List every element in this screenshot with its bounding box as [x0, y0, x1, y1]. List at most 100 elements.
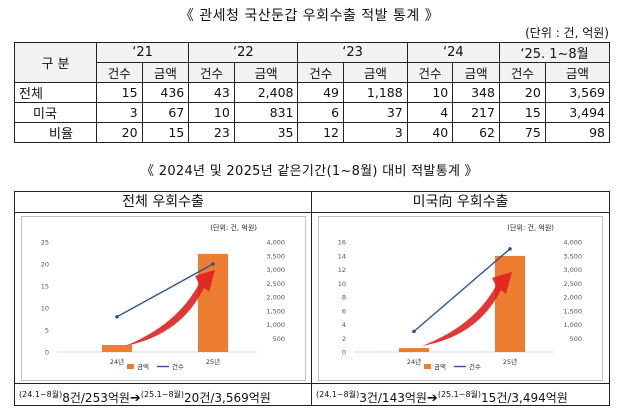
table-cell: 35 [233, 122, 299, 143]
table-cell: 6 [297, 102, 345, 123]
arrow-icon: ➔ [426, 391, 438, 406]
table-corner: 구 분 [14, 42, 97, 83]
table-cell: 3,494 [544, 102, 611, 123]
table-subheader-row: 건수 금액 건수 금액 건수 금액 건수 금액 건수 금액 [15, 62, 611, 83]
chart-panels: 전체 우회수출 (단위: 건, 억원) 0 5 10 15 20 25 500 1,000 1,5… [14, 191, 610, 406]
trend-arrow-icon [422, 271, 512, 346]
right-tick-label: 500 [273, 335, 285, 343]
chart-unit-label: (단위: 건, 억원) [210, 223, 257, 232]
panel-total: 전체 우회수출 (단위: 건, 억원) 0 5 10 15 20 25 500 1,000 1,5… [15, 192, 312, 406]
table-row: 전체 15 436 43 2,408 49 1,188 10 348 20 3,… [14, 82, 611, 103]
left-tick-label: 0 [342, 349, 346, 357]
category-label: 24년 [110, 357, 124, 366]
unit-label: (단위 : 건, 억원) [525, 26, 609, 40]
bar [495, 255, 525, 352]
bar [399, 348, 429, 352]
right-tick-label: 3,500 [563, 252, 582, 260]
panel-header: 전체 우회수출 [15, 192, 311, 213]
row-label: 전체 [14, 82, 97, 103]
col-count: 건수 [96, 62, 143, 83]
legend-label: 건수 [469, 362, 481, 371]
right-tick-label: 500 [570, 335, 582, 343]
col-count: 건수 [498, 62, 546, 83]
right-tick-label: 1,500 [563, 307, 582, 315]
main-title: 《 관세청 국산둔갑 우회수출 적발 통계 》 [179, 8, 440, 24]
table-row: 비율 20 15 23 35 12 3 40 62 75 98 [14, 122, 611, 143]
col-count: 건수 [188, 62, 235, 83]
col-amount: 금액 [141, 62, 190, 83]
legend-swatch-bar [424, 364, 431, 369]
table-cell: 3 [96, 102, 143, 123]
left-tick-label: 20 [41, 261, 49, 269]
table-row: 미국 3 67 10 831 6 37 4 217 15 3,494 [14, 102, 611, 123]
panel-us: 미국向 우회수출 (단위: 건, 억원) 0 2 4 6 8 10 12 14 16 500 1,00… [312, 192, 609, 406]
table-header-row: 구 분 ‘21 ‘22 ‘23 ‘24 ‘25. 1~8월 [14, 42, 611, 83]
compare-title: 《 2024년 및 2025년 같은기간(1~8월) 대비 적발통계 》 [141, 164, 478, 179]
category-label: 24년 [407, 357, 421, 366]
chart-us-svg: (단위: 건, 억원) 0 2 4 6 8 10 12 14 16 500 1,000 1,500 2,0… [318, 216, 603, 381]
table-cell: 3 [343, 122, 408, 143]
left-tick-label: 14 [338, 252, 346, 260]
panel-header: 미국向 우회수출 [312, 192, 609, 213]
row-label: 비율 [14, 122, 97, 143]
chart-total: (단위: 건, 억원) 0 5 10 15 20 25 500 1,000 1,500 2,000 2… [21, 216, 306, 381]
table-cell: 348 [452, 82, 500, 103]
col-amount: 금액 [452, 62, 500, 83]
left-tick-label: 6 [342, 307, 346, 315]
arrow-icon: ➔ [129, 391, 141, 406]
year-header: ‘22 [188, 42, 299, 63]
table-cell: 2,408 [233, 82, 299, 103]
right-tick-label: 2,000 [563, 294, 582, 302]
right-tick-label: 1,500 [266, 307, 285, 315]
bar [198, 253, 228, 352]
period-label: (24.1~8월) [19, 390, 63, 399]
col-amount: 금액 [343, 62, 408, 83]
table-cell: 4 [406, 102, 454, 123]
left-tick-label: 10 [338, 280, 346, 288]
right-tick-label: 4,000 [563, 239, 582, 247]
table-cell: 98 [544, 122, 611, 143]
row-label: 미국 [14, 102, 97, 123]
panel-footer: (24.1~8월)8건/253억원➔(25.1~8월)20건/3,569억원 [15, 383, 312, 406]
chart-unit-label: (단위: 건, 억원) [507, 223, 554, 232]
trend-arrow-icon [125, 269, 215, 346]
right-tick-label: 1,000 [563, 321, 582, 329]
table-cell: 75 [498, 122, 546, 143]
right-tick-label: 3,000 [266, 266, 285, 274]
line-point [508, 247, 512, 251]
left-tick-label: 12 [338, 266, 346, 274]
left-tick-label: 10 [41, 305, 49, 313]
right-tick-label: 2,000 [266, 294, 285, 302]
left-tick-label: 15 [41, 283, 49, 291]
table-cell: 436 [141, 82, 190, 103]
table-cell: 3,569 [544, 82, 611, 103]
table-cell: 43 [188, 82, 235, 103]
legend-label: 금액 [137, 363, 149, 371]
table-cell: 67 [141, 102, 190, 123]
panel-footer: (24.1~8월)3건/143억원➔(25.1~8월)15건/3,494억원 [312, 383, 609, 406]
category-label: 25년 [206, 357, 220, 366]
period-label: (24.1~8월) [316, 390, 360, 399]
stats-table: 구 분 ‘21 ‘22 ‘23 ‘24 ‘25. 1~8월 건수 금액 건수 금… [14, 42, 611, 143]
table-cell: 10 [406, 82, 454, 103]
line-series [413, 248, 511, 332]
table-cell: 37 [343, 102, 408, 123]
year-header: ‘25. 1~8월 [498, 42, 611, 63]
col-amount: 금액 [233, 62, 299, 83]
right-tick-label: 3,000 [563, 266, 582, 274]
period-label: (25.1~8월) [437, 390, 482, 399]
footer-value: 3건/143억원 [359, 391, 427, 405]
line-series [116, 263, 214, 318]
left-tick-label: 2 [342, 335, 346, 343]
line-point [115, 315, 119, 319]
col-amount: 금액 [544, 62, 611, 83]
chart-total-svg: (단위: 건, 억원) 0 5 10 15 20 25 500 1,000 1,500 2,000 2… [21, 216, 306, 381]
table-cell: 23 [188, 122, 235, 143]
right-tick-label: 2,500 [563, 280, 582, 288]
footer-value: 15건/3,494억원 [481, 391, 568, 405]
left-tick-label: 5 [45, 327, 49, 335]
chart-frame [21, 216, 306, 381]
line-point [211, 262, 215, 266]
table-cell: 20 [498, 82, 546, 103]
left-tick-label: 4 [342, 321, 346, 329]
